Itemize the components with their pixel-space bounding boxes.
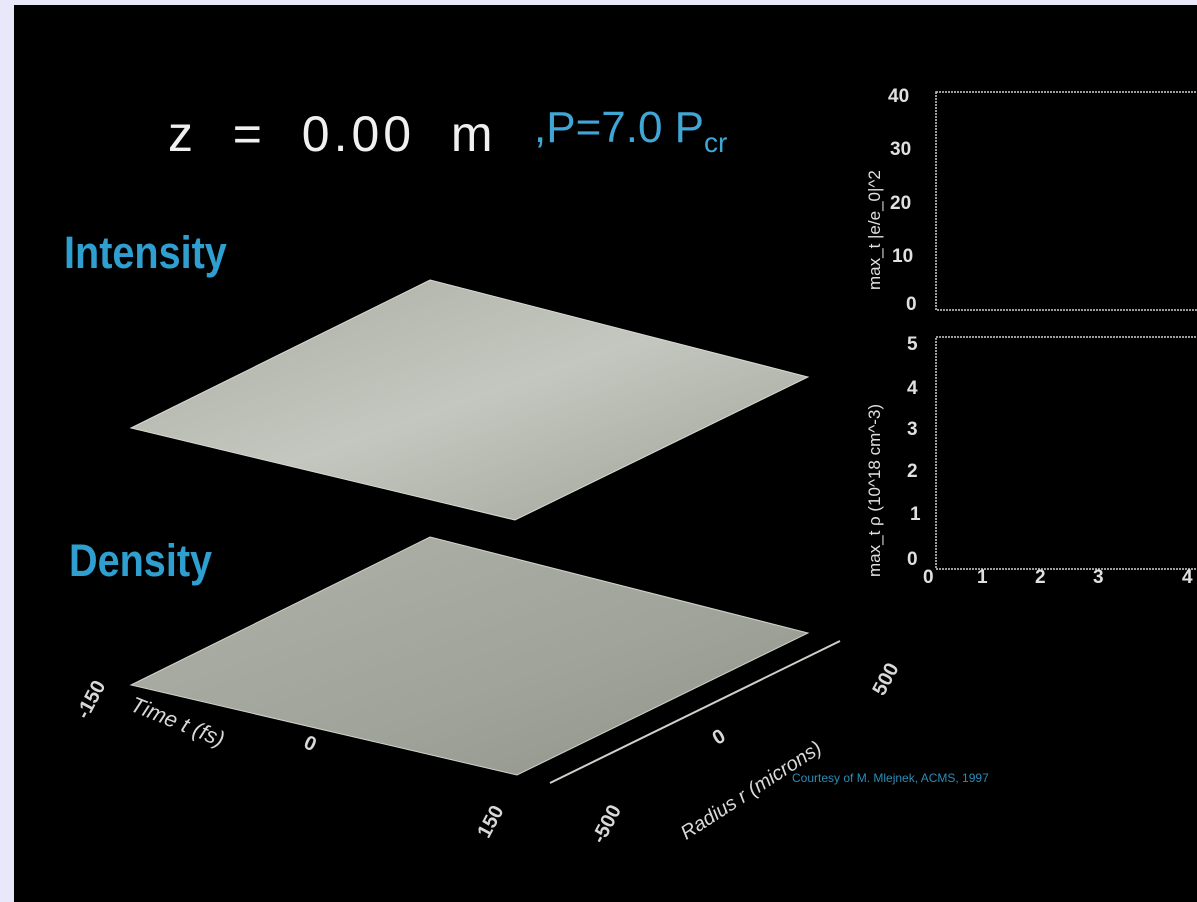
simulation-canvas: z = 0.00 m ,P=7.0 Pcr Intensity Density xyxy=(14,5,1197,902)
window-frame-left xyxy=(0,0,14,902)
intensity-surface xyxy=(129,279,810,521)
bottom-plot-ytick: 1 xyxy=(910,504,921,525)
bottom-plot-ytick: 0 xyxy=(907,549,918,570)
bottom-plot-xtick: 3 xyxy=(1093,567,1104,588)
top-plot-ylabel: max_t |e/e_0|^2 xyxy=(865,170,884,290)
power-subscript: cr xyxy=(704,126,728,158)
max-plots: 40 30 20 10 0 max_t |e/e_0|^2 5 4 3 2 1 … xyxy=(865,86,1197,588)
intensity-label: Intensity xyxy=(64,227,227,278)
bottom-plot-xtick: 2 xyxy=(1035,567,1046,588)
bottom-plot-xtick: 4 xyxy=(1182,567,1193,588)
top-plot-frame xyxy=(935,91,1197,311)
bottom-plot-xtick: 0 xyxy=(923,567,934,588)
credit-text: Courtesy of M. Mlejnek, ACMS, 1997 xyxy=(792,771,989,785)
bottom-plot-ytick: 5 xyxy=(907,334,918,355)
density-surface xyxy=(129,536,810,776)
bottom-plot-ytick: 3 xyxy=(907,419,918,440)
title-separator: , xyxy=(534,103,547,152)
bottom-plot-ylabel: max_t ρ (10^18 cm^-3) xyxy=(865,404,884,577)
bottom-plot-ytick: 4 xyxy=(907,378,918,399)
density-label: Density xyxy=(69,535,213,586)
power-readout: ,P=7.0 Pcr xyxy=(534,103,727,159)
power-value: P=7.0 P xyxy=(546,103,705,152)
top-plot-ytick: 30 xyxy=(890,139,911,160)
bottom-plot-xtick: 1 xyxy=(977,567,988,588)
top-plot-ytick: 0 xyxy=(906,294,917,315)
surface-plots: -150 0 150 Time t (fs) -500 0 500 Radius… xyxy=(72,279,904,847)
bottom-plot-frame xyxy=(935,336,1197,570)
z-position-readout: z = 0.00 m xyxy=(168,106,497,162)
bottom-plot-ytick: 2 xyxy=(907,461,918,482)
window-frame-top xyxy=(0,0,1197,5)
radius-axis-line xyxy=(549,640,841,784)
top-plot-ytick: 20 xyxy=(890,193,911,214)
top-plot-ytick: 10 xyxy=(892,246,913,267)
top-plot-ytick: 40 xyxy=(888,86,909,107)
